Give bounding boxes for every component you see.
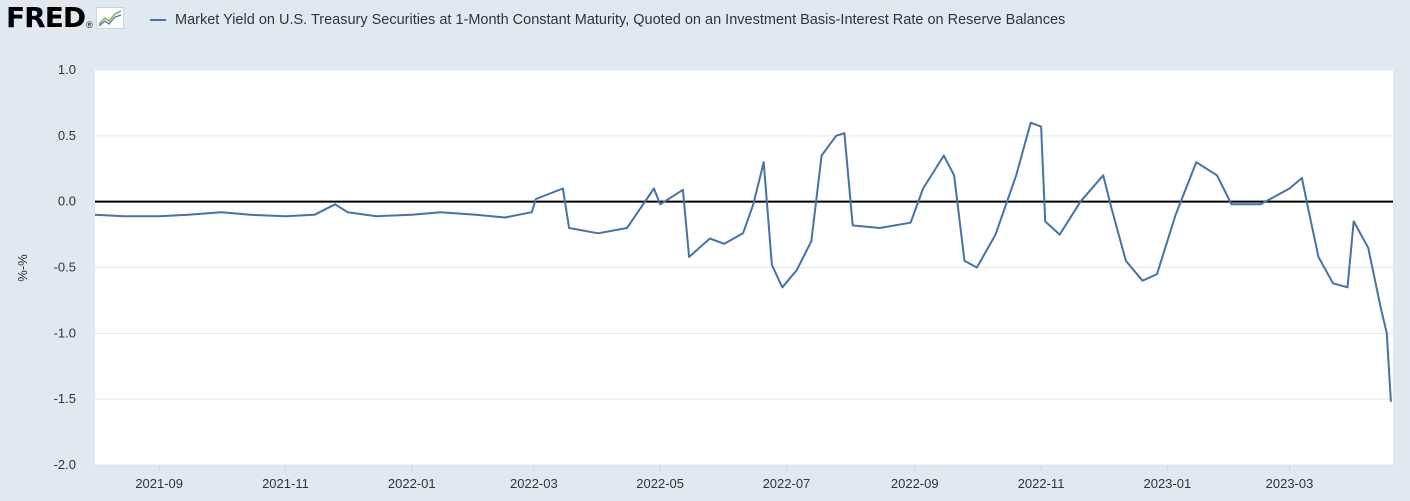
y-tick-label: 1.0 [58, 62, 76, 77]
series-line[interactable] [94, 121, 1392, 402]
y-tick-label: -0.5 [54, 260, 76, 275]
x-tick-label: 2023-03 [1266, 476, 1314, 491]
x-tick-label: 2022-11 [1018, 476, 1065, 491]
y-tick-label: 0.0 [58, 194, 76, 209]
y-axis-ticks: 1.0 0.5 0.0 -0.5 -1.0 -1.5 -2.0 [54, 62, 76, 472]
legend-swatch [150, 19, 166, 21]
y-axis-label: %-% [15, 254, 30, 282]
y-tick-label: -1.5 [54, 391, 76, 406]
x-tick-label: 2022-03 [510, 476, 558, 491]
y-tick-label: 0.5 [58, 128, 76, 143]
y-tick-label: -2.0 [54, 457, 76, 472]
x-tick-label: 2021-11 [262, 476, 309, 491]
fred-logo[interactable]: FRED ® [6, 4, 124, 32]
fred-chart-icon [95, 7, 124, 29]
logo-text: FRED [6, 1, 86, 34]
legend-label: Market Yield on U.S. Treasury Securities… [175, 12, 1066, 28]
x-tick-label: 2022-01 [388, 476, 436, 491]
series-group [94, 121, 1392, 402]
chart-header: FRED ® Market Yield on U.S. Treasury Sec… [0, 0, 1410, 42]
legend[interactable]: Market Yield on U.S. Treasury Securities… [150, 12, 1065, 28]
y-tick-label: -1.0 [54, 325, 76, 340]
x-tick-label: 2023-01 [1143, 476, 1191, 491]
x-tick-label: 2022-09 [891, 476, 939, 491]
x-tick-label: 2022-07 [763, 476, 811, 491]
x-axis-ticks: 2021-09 2021-11 2022-01 2022-03 2022-05 2022-… [135, 465, 1313, 491]
x-tick-label: 2021-09 [135, 476, 183, 491]
registered-mark: ® [86, 20, 93, 30]
x-tick-label: 2022-05 [636, 476, 684, 491]
